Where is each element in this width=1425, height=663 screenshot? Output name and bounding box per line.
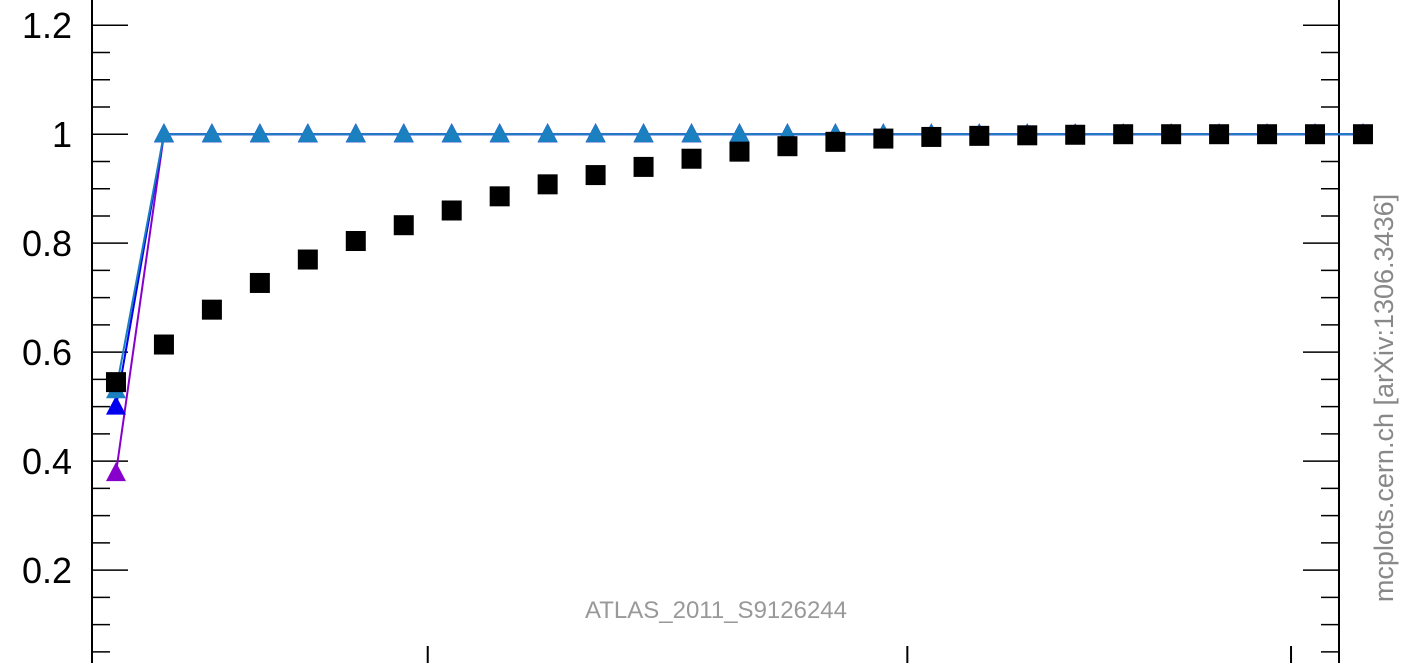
data-point-square (825, 131, 846, 152)
data-point-triangle (153, 123, 174, 143)
data-point-triangle (729, 123, 750, 143)
series-2 (105, 123, 1373, 415)
source-side-label: mcplots.cern.ch [arXiv:1306.3436] (1369, 194, 1399, 602)
analysis-watermark: ATLAS_2011_S9126244 (585, 597, 847, 624)
series-1 (105, 123, 1373, 482)
y-tick-label: 1.2 (22, 5, 72, 46)
y-tick-label: 1 (52, 114, 72, 155)
data-point-square (1305, 124, 1326, 145)
data-point-triangle (105, 395, 126, 415)
data-point-square (297, 249, 318, 270)
data-point-triangle (489, 123, 510, 143)
data-point-square (1017, 125, 1038, 146)
data-point-square (1352, 124, 1373, 145)
data-point-square (393, 215, 414, 236)
series-layer (105, 123, 1373, 482)
series-line (114, 133, 1363, 407)
data-point-square (1257, 124, 1278, 145)
y-tick-label: 0.2 (22, 550, 72, 591)
data-point-square (1113, 124, 1134, 145)
data-point-square (345, 231, 366, 252)
y-tick-label: 0.8 (22, 223, 72, 264)
data-point-triangle (249, 123, 270, 143)
plot-frame (91, 0, 1340, 663)
series-3 (105, 123, 1373, 399)
series-line (114, 133, 1363, 474)
series-0 (105, 124, 1373, 393)
data-point-square (249, 272, 270, 293)
y-tick-label: 0.6 (22, 332, 72, 373)
data-point-square (681, 148, 702, 169)
data-point-square (969, 125, 990, 146)
data-point-triangle (297, 123, 318, 143)
data-point-square (777, 136, 798, 157)
data-point-square (633, 156, 654, 177)
data-point-square (537, 174, 558, 195)
y-axis-ticks (92, 24, 1339, 653)
data-point-square (105, 372, 126, 393)
data-point-square (153, 334, 174, 355)
data-point-square (873, 128, 894, 149)
data-point-triangle (393, 123, 414, 143)
data-point-square (585, 165, 606, 186)
y-tick-label: 0.4 (22, 441, 72, 482)
data-point-triangle (201, 123, 222, 143)
y-axis-tick-labels: 0.2 0.4 0.6 0.8 1 1.2 (22, 5, 72, 591)
data-point-square (1161, 124, 1182, 145)
data-point-square (921, 126, 942, 147)
data-point-square (201, 299, 222, 320)
data-point-square (489, 186, 510, 207)
data-point-square (1065, 124, 1086, 145)
data-point-triangle (585, 123, 606, 143)
data-point-square (1209, 124, 1230, 145)
data-point-triangle (681, 123, 702, 143)
data-point-triangle (105, 462, 126, 482)
data-point-triangle (441, 123, 462, 143)
data-point-square (441, 200, 462, 221)
data-point-triangle (633, 123, 654, 143)
x-axis-ticks (426, 646, 1293, 663)
data-point-triangle (537, 123, 558, 143)
data-point-triangle (345, 123, 366, 143)
data-point-square (729, 141, 750, 162)
